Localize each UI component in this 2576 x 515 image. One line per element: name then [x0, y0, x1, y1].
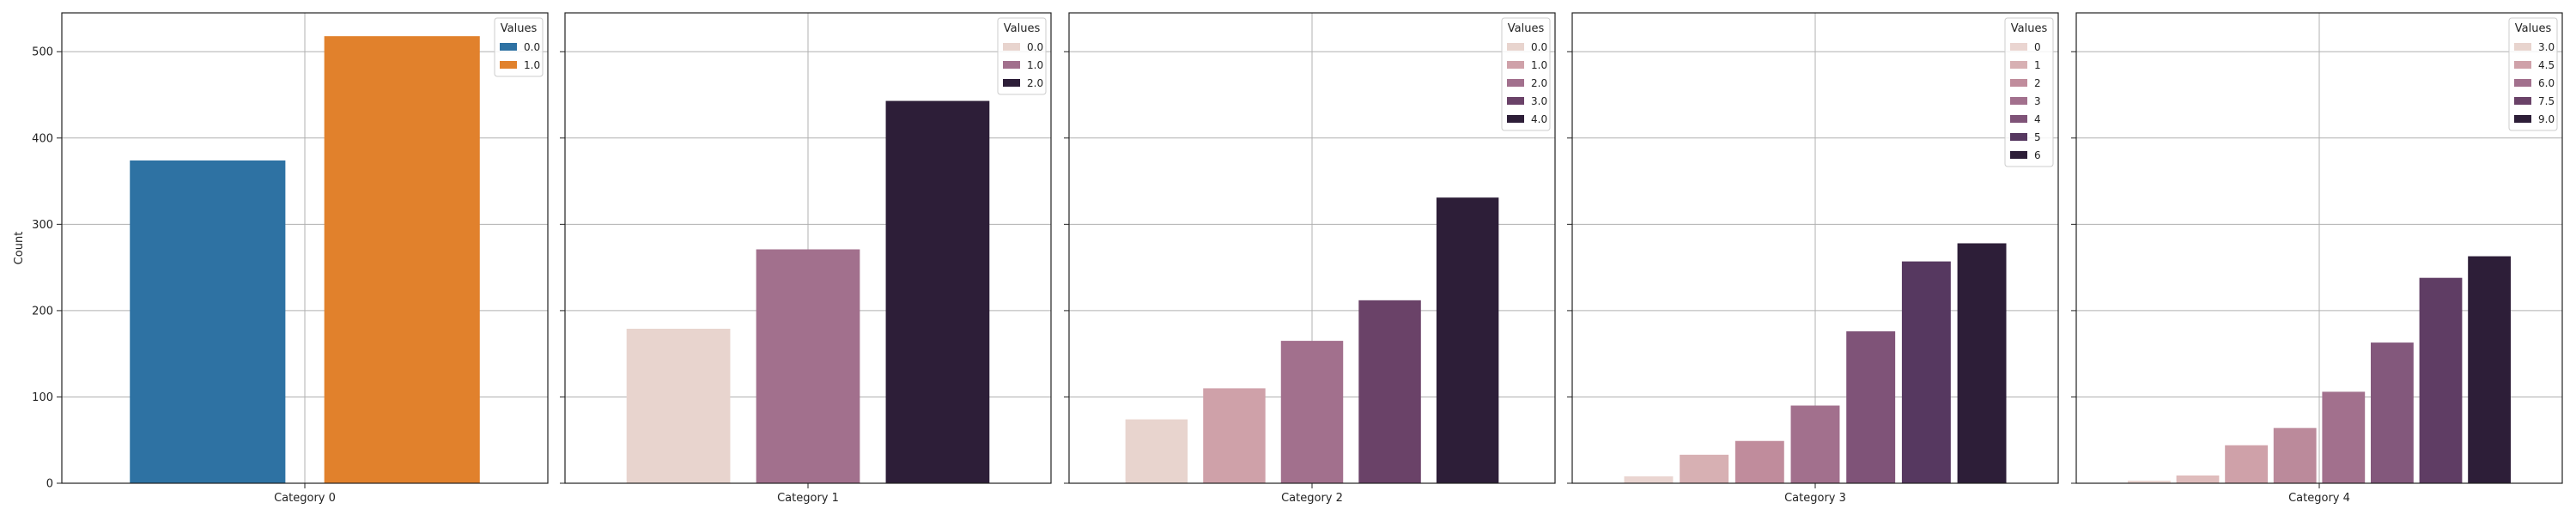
bar-4-6 — [2419, 277, 2463, 483]
legend-label: 2 — [2034, 77, 2041, 89]
legend-label: 0.0 — [524, 41, 540, 53]
legend-label: 1.0 — [524, 59, 540, 71]
x-tick-label: Category 0 — [274, 492, 336, 505]
legend-label: 9.0 — [2538, 113, 2555, 125]
legend-label: 1 — [2034, 59, 2041, 71]
legend-swatch — [1003, 79, 1020, 87]
bar-0-0 — [130, 160, 286, 483]
x-tick-label: Category 3 — [1784, 492, 1846, 505]
bar-3-6 — [1957, 243, 2007, 483]
y-tick-label: 500 — [32, 46, 53, 59]
legend-title: Values — [1508, 22, 1545, 35]
legend-label: 6.0 — [2538, 77, 2555, 89]
legend-title: Values — [501, 22, 538, 35]
legend-label: 2.0 — [1531, 77, 1547, 89]
legend-swatch — [2514, 115, 2531, 123]
legend-swatch — [2514, 61, 2531, 69]
legend-swatch — [1507, 43, 1524, 51]
legend-label: 7.5 — [2538, 95, 2555, 107]
legend-swatch — [2514, 97, 2531, 105]
bar-1-0 — [626, 329, 731, 483]
chart-panel-3: Category 3 Values 0 1 2 3 4 5 6 — [1567, 12, 2059, 505]
legend-swatch — [1507, 115, 1524, 123]
y-tick-label: 100 — [32, 391, 53, 404]
legend-label: 6 — [2034, 149, 2041, 161]
bar-4-0 — [2127, 480, 2171, 483]
legend-label: 3.0 — [1531, 95, 1547, 107]
legend-label: 2.0 — [1027, 77, 1043, 89]
y-tick-label: 400 — [32, 132, 53, 145]
legend-swatch — [1003, 61, 1020, 69]
bar-2-1 — [1203, 388, 1266, 483]
bar-2-0 — [1125, 419, 1188, 483]
legend-swatch — [2010, 43, 2027, 51]
legend-swatch — [2010, 79, 2027, 87]
bar-3-3 — [1790, 405, 1840, 483]
legend-title: Values — [2515, 22, 2552, 35]
legend-swatch — [2514, 43, 2531, 51]
legend-swatch — [2514, 79, 2531, 87]
chart-panel-2: Category 2 Values 0.0 1.0 2.0 3.0 4.0 — [1064, 12, 1556, 505]
bar-4-5 — [2370, 342, 2414, 483]
legend-label: 4.5 — [2538, 59, 2555, 71]
legend: Values 0.0 1.0 2.0 — [997, 17, 1047, 95]
legend-label: 3.0 — [2538, 41, 2555, 53]
legend-title: Values — [1004, 22, 1041, 35]
y-tick-label: 300 — [32, 219, 53, 232]
bar-0-1 — [324, 36, 480, 484]
bar-2-3 — [1358, 300, 1421, 483]
bar-3-4 — [1846, 331, 1896, 483]
legend-label: 0 — [2034, 41, 2041, 53]
bar-1-2 — [885, 100, 990, 484]
bar-4-2 — [2225, 445, 2269, 483]
legend-label: 1.0 — [1027, 59, 1043, 71]
legend-swatch — [2010, 133, 2027, 141]
bar-4-3 — [2273, 427, 2317, 483]
legend-swatch — [1507, 61, 1524, 69]
legend-swatch — [2010, 97, 2027, 105]
legend: Values 0 1 2 3 4 5 6 — [2004, 17, 2054, 167]
bar-4-1 — [2176, 475, 2220, 483]
bar-3-1 — [1680, 454, 1729, 483]
x-tick-label: Category 1 — [777, 492, 839, 505]
legend-label: 3 — [2034, 95, 2041, 107]
bar-4-7 — [2468, 256, 2512, 483]
legend-label: 4.0 — [1531, 113, 1547, 125]
legend-label: 0.0 — [1027, 41, 1043, 53]
legend-swatch — [500, 43, 517, 51]
chart-panel-1: Category 1 Values 0.0 1.0 2.0 — [560, 12, 1052, 505]
bar-2-2 — [1280, 341, 1344, 483]
bar-3-2 — [1735, 440, 1784, 483]
chart-panel-4: Category 4 Values 3.0 4.5 6.0 7.5 9.0 — [2071, 12, 2563, 505]
legend-swatch — [2010, 115, 2027, 123]
x-tick-label: Category 4 — [2288, 492, 2350, 505]
legend-box — [997, 17, 1047, 95]
legend-label: 0.0 — [1531, 41, 1547, 53]
legend-swatch — [1507, 97, 1524, 105]
legend-swatch — [1507, 79, 1524, 87]
legend-label: 1.0 — [1531, 59, 1547, 71]
legend-box — [2004, 17, 2054, 167]
legend-swatch — [500, 61, 517, 69]
legend-label: 4 — [2034, 113, 2041, 125]
legend-title: Values — [2011, 22, 2048, 35]
y-tick-label: 0 — [46, 478, 53, 491]
legend-swatch — [2010, 61, 2027, 69]
bar-3-0 — [1624, 476, 1674, 483]
legend-label: 5 — [2034, 131, 2041, 143]
y-axis-label: Count — [13, 232, 26, 265]
bar-3-5 — [1901, 261, 1951, 483]
legend: Values 0.0 1.0 2.0 3.0 4.0 — [1501, 17, 1551, 131]
x-tick-label: Category 2 — [1281, 492, 1343, 505]
chart-panel-0: 0 100 200 300 400 500 Category 0 Count Values 0.0… — [13, 12, 549, 505]
y-tick-label: 200 — [32, 305, 53, 318]
bar-1-1 — [756, 249, 860, 483]
bar-4-4 — [2322, 391, 2366, 483]
legend-swatch — [1003, 43, 1020, 51]
legend: Values 0.0 1.0 — [494, 17, 544, 77]
legend: Values 3.0 4.5 6.0 7.5 9.0 — [2508, 17, 2558, 131]
bar-2-4 — [1436, 197, 1499, 483]
legend-swatch — [2010, 151, 2027, 159]
